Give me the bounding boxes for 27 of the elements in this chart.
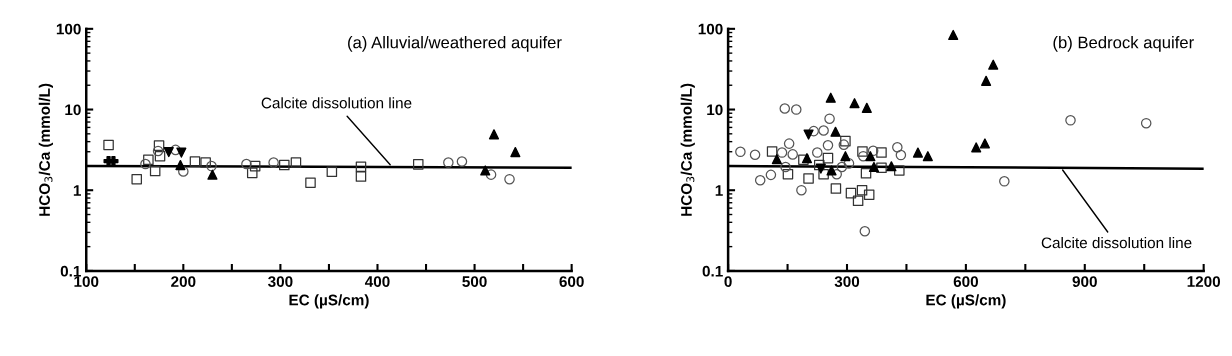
x-tick-label: 100 [74, 276, 99, 287]
x-tick-label: 300 [834, 276, 860, 288]
x-tick-label: 200 [171, 276, 196, 287]
annotation: Calcite dissolution line [261, 97, 412, 109]
y-axis-title: HCO$_{3}$/Ca (mmol/L) [680, 83, 695, 216]
y-tick-label: 100 [56, 23, 81, 35]
x-tick-label: 300 [268, 276, 293, 288]
y-tick-label: 10 [707, 104, 723, 116]
y-tick-label: 1 [715, 185, 723, 196]
x-axis-title: EC (µS/cm) [926, 294, 1006, 309]
y-tick-label: 0.1 [60, 265, 81, 277]
x-axis-title: EC (µS/cm) [289, 294, 369, 309]
y-tick-label: 0.1 [702, 265, 723, 277]
y-tick-label: 1 [73, 185, 81, 196]
x-tick-label: 600 [559, 276, 584, 287]
y-tick-label: 100 [698, 23, 723, 35]
x-tick-label: 0 [724, 276, 732, 287]
x-tick-label: 600 [953, 276, 979, 287]
chart-title: (a) Alluvial/weathered aquifer [348, 36, 562, 52]
annotation: Calcite dissolution line [1041, 237, 1192, 249]
y-axis-title: HCO$_{3}$/Ca (mmol/L) [38, 83, 53, 216]
x-tick-label: 1200 [1187, 276, 1221, 287]
x-tick-label: 400 [364, 276, 390, 287]
chart-title: (b) Bedrock aquifer [1053, 36, 1194, 52]
x-tick-label: 500 [462, 276, 487, 287]
y-tick-label: 10 [65, 104, 81, 116]
x-tick-label: 900 [1072, 276, 1097, 287]
